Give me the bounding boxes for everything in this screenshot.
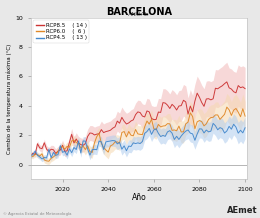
Y-axis label: Cambio de la temperatura máxima (°C): Cambio de la temperatura máxima (°C) — [7, 43, 12, 154]
X-axis label: Año: Año — [132, 193, 146, 202]
Legend: RCP8.5    ( 14 ), RCP6.0    (  6 ), RCP4.5    ( 13 ): RCP8.5 ( 14 ), RCP6.0 ( 6 ), RCP4.5 ( 13… — [33, 20, 89, 43]
Title: BARCELONA: BARCELONA — [106, 7, 172, 17]
Text: ANUAL: ANUAL — [128, 12, 150, 17]
Text: © Agencia Estatal de Meteorología: © Agencia Estatal de Meteorología — [3, 212, 71, 216]
Text: AEmet: AEmet — [227, 206, 257, 215]
